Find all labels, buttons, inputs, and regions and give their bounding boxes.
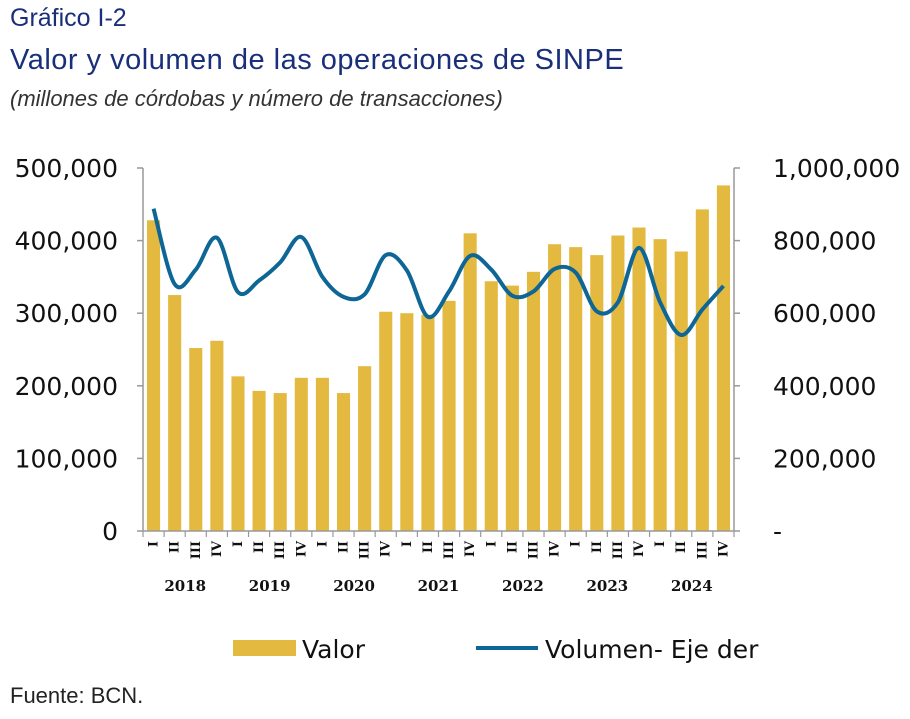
- x-tick-label: I: [400, 541, 415, 547]
- x-tick-label: IV: [210, 540, 225, 557]
- axes: [137, 167, 740, 537]
- bar: [569, 247, 583, 531]
- x-tick-label: II: [505, 541, 520, 553]
- y-right-tick-label: 1,000,000: [773, 154, 900, 183]
- y-right-tick-label: -: [773, 517, 782, 546]
- bar: [168, 295, 182, 531]
- bar: [273, 393, 287, 531]
- bar: [231, 376, 245, 531]
- y-left-tick-label: 400,000: [15, 227, 118, 256]
- x-tick-label: IV: [463, 540, 478, 557]
- x-tick-label: I: [484, 541, 499, 547]
- bar: [505, 285, 519, 531]
- x-year-label: 2020: [333, 577, 375, 595]
- bar: [442, 300, 456, 531]
- bar: [315, 377, 329, 531]
- chart-label: Gráfico I-2: [10, 4, 127, 32]
- x-tick-label: II: [590, 541, 605, 553]
- x-tick-label: I: [569, 541, 584, 547]
- x-tick-label: I: [653, 541, 668, 547]
- y-right-tick-label: 800,000: [773, 227, 876, 256]
- x-tick-label: III: [358, 541, 373, 559]
- legend-swatch-valor: [233, 640, 296, 656]
- bar: [463, 233, 477, 531]
- y-left-tick-label: 100,000: [15, 444, 118, 473]
- legend-label-valor: Valor: [302, 635, 366, 664]
- bar: [653, 239, 667, 531]
- bar: [674, 251, 688, 532]
- bar: [548, 244, 562, 532]
- x-tick-label: II: [252, 541, 267, 553]
- x-tick-label: III: [189, 541, 204, 559]
- legend: Valor Volumen- Eje der: [233, 635, 759, 664]
- y-left-tick-label: 200,000: [15, 372, 118, 401]
- y-left-tick-label: 500,000: [15, 154, 118, 183]
- x-tick-label: II: [337, 541, 352, 553]
- x-tick-label: III: [442, 541, 457, 559]
- x-tick-label: I: [315, 541, 330, 547]
- x-tick-label: III: [695, 541, 710, 559]
- bar: [210, 340, 224, 531]
- chart-subtitle: (millones de córdobas y número de transa…: [10, 86, 503, 111]
- x-year-label: 2024: [671, 577, 713, 595]
- bar: [400, 313, 414, 531]
- source-note: Fuente: BCN.: [10, 683, 144, 708]
- x-tick-label: IV: [379, 540, 394, 557]
- legend-label-volumen: Volumen- Eje der: [545, 635, 759, 664]
- x-tick-label: II: [168, 541, 183, 553]
- line-series: [151, 208, 725, 337]
- bar-series: [147, 185, 730, 532]
- volumen-line: [151, 208, 725, 337]
- bar: [611, 235, 625, 531]
- bar: [716, 185, 730, 531]
- bar: [379, 311, 393, 531]
- x-year-label: 2021: [418, 577, 460, 595]
- x-tick-label: III: [611, 541, 626, 559]
- x-tick-label: II: [421, 541, 436, 553]
- x-tick-label: III: [273, 541, 288, 559]
- bar: [632, 227, 646, 532]
- bar: [590, 255, 604, 531]
- x-tick-label: IV: [632, 540, 647, 557]
- bar: [358, 366, 372, 531]
- x-tick-label: IV: [294, 540, 309, 557]
- bar: [147, 220, 161, 531]
- x-tick-label: IV: [716, 540, 731, 557]
- bar: [189, 348, 203, 531]
- bar: [421, 314, 435, 531]
- x-tick-label: II: [674, 541, 689, 553]
- chart-title: Valor y volumen de las operaciones de SI…: [10, 44, 625, 76]
- bar: [252, 390, 266, 531]
- bar: [695, 209, 709, 531]
- y-left-tick-label: 300,000: [15, 299, 118, 328]
- bar: [336, 393, 351, 531]
- tick-labels: 0 100,000 200,000 300,000 400,000 500,000 - 200…: [15, 154, 901, 595]
- x-year-label: 2019: [249, 577, 291, 595]
- x-tick-label: I: [231, 541, 246, 547]
- y-right-tick-label: 600,000: [773, 299, 876, 328]
- x-year-label: 2018: [164, 577, 206, 595]
- x-tick-label: IV: [548, 540, 563, 557]
- bar: [294, 377, 308, 531]
- x-tick-label: I: [147, 541, 162, 547]
- x-tick-label: III: [526, 541, 541, 559]
- x-year-label: 2022: [502, 577, 544, 595]
- y-right-tick-label: 200,000: [773, 444, 876, 473]
- bar: [484, 281, 498, 531]
- bar: [526, 271, 541, 531]
- y-right-tick-label: 400,000: [773, 372, 876, 401]
- y-left-tick-label: 0: [102, 517, 118, 546]
- x-year-label: 2023: [586, 577, 628, 595]
